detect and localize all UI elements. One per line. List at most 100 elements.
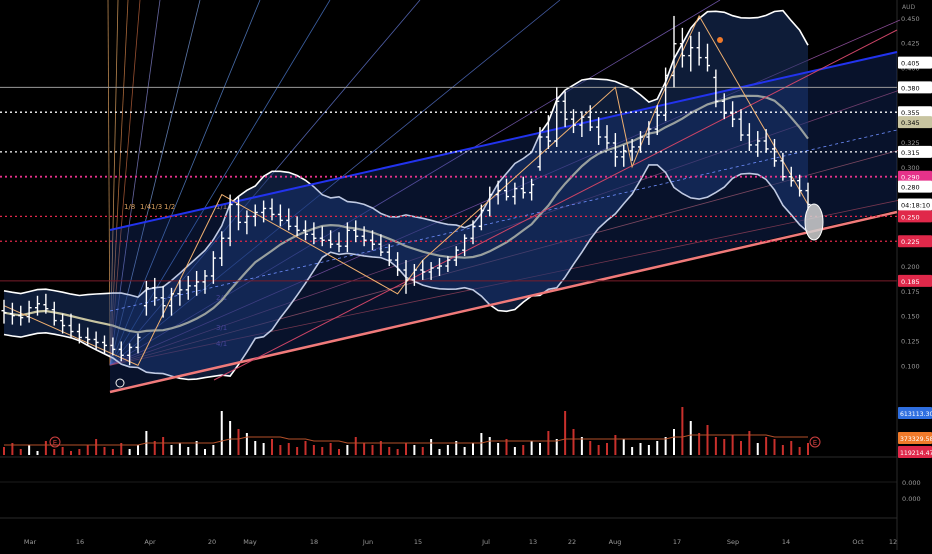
price-tick-label: 0.325	[901, 139, 920, 147]
volume-bar	[354, 437, 357, 455]
price-tick-label: 0.175	[901, 288, 920, 296]
volume-bar	[488, 437, 491, 455]
volume-bar	[70, 451, 72, 455]
bollinger-basis	[3, 94, 809, 334]
price-label-box	[898, 145, 932, 158]
volume-label-box	[898, 407, 932, 419]
volume-bar	[689, 421, 692, 455]
gann-fan-label: 1/2	[164, 203, 175, 211]
low-point-marker	[115, 378, 125, 388]
volume-bar	[798, 447, 801, 455]
price-label-box	[898, 274, 932, 287]
price-label-text: 0.315	[901, 149, 920, 157]
volume-bar	[61, 447, 64, 455]
volume-bar	[254, 441, 257, 455]
price-tick-label: 0.100	[901, 362, 920, 370]
volume-bar	[111, 449, 114, 455]
volume-bar	[262, 443, 265, 455]
gann-fan-label: 1/8	[124, 203, 135, 211]
volume-bar	[790, 441, 793, 455]
volume-bar	[388, 447, 391, 455]
volume-bar	[28, 445, 31, 455]
volume-bar	[731, 435, 734, 455]
price-label-box	[898, 106, 932, 119]
price-label-text: 0.405	[901, 60, 920, 68]
price-tick-label: 0.125	[901, 337, 920, 345]
volume-bar	[714, 437, 717, 455]
volume-bar	[723, 439, 726, 455]
volume-bar	[698, 433, 701, 455]
price-tick-label: 0.300	[901, 164, 920, 172]
volume-bar	[564, 411, 567, 455]
volume-bar	[170, 445, 173, 455]
volume-bar	[664, 437, 667, 455]
price-axis-layer: AUD0.4500.4250.4000.3800.3550.3450.3250.…	[898, 4, 932, 503]
time-tick-label: 13	[529, 538, 537, 546]
volume-bar	[287, 443, 290, 455]
volume-label-box	[898, 432, 932, 444]
volume-bar	[19, 449, 22, 455]
volume-bar	[103, 447, 106, 455]
time-tick-label: 18	[310, 538, 318, 546]
volume-bar	[647, 445, 650, 455]
horizontal-levels-layer	[0, 86, 897, 282]
volume-bar	[153, 441, 156, 455]
volume-bar	[656, 441, 659, 455]
time-tick-label: 22	[568, 538, 576, 546]
volume-bar	[430, 439, 433, 455]
gann-fan-label: 1/1	[216, 203, 227, 211]
volume-bar	[522, 445, 525, 455]
volume-bar	[505, 439, 508, 455]
volume-label-text: 613113.300	[900, 411, 932, 418]
price-tick-label: 0.200	[901, 263, 920, 271]
channel-fill	[110, 52, 897, 392]
volume-bar	[137, 445, 139, 455]
price-label-box	[898, 81, 932, 94]
volume-bar	[120, 443, 123, 455]
oscillator-tick-label: 0.000	[902, 479, 921, 487]
volume-bar	[639, 443, 642, 455]
price-channel-layer	[109, 29, 898, 394]
volume-bar	[338, 449, 340, 455]
time-tick-label: Apr	[144, 538, 156, 546]
volume-bar	[212, 445, 215, 455]
volume-bar	[614, 435, 617, 455]
price-label-box	[898, 235, 932, 248]
time-tick-label: Aug	[609, 538, 622, 546]
volume-bar	[622, 439, 625, 455]
volume-bar	[229, 421, 232, 455]
volume-bar	[396, 449, 399, 455]
volume-bar	[597, 445, 600, 455]
price-label-box	[898, 170, 932, 183]
volume-bar	[606, 443, 608, 455]
price-label-text: 0.185	[901, 278, 920, 286]
price-label-text: 04:18:10	[901, 201, 930, 209]
marker-layer	[115, 37, 824, 388]
volume-bar	[271, 439, 273, 455]
oscillator-tick-label: 0.000	[902, 495, 921, 503]
volume-bar	[36, 451, 39, 455]
volume-bar	[547, 431, 550, 455]
time-tick-label: 17	[673, 538, 681, 546]
volume-bar	[589, 441, 592, 455]
volume-bar	[371, 445, 374, 455]
volume-ma-line	[4, 434, 808, 446]
volume-bar	[379, 441, 382, 455]
volume-bar	[773, 439, 776, 455]
time-tick-label: 15	[414, 538, 422, 546]
volume-bar	[3, 447, 5, 455]
price-label-text: 0.345	[901, 119, 920, 127]
candles-layer	[1, 15, 811, 366]
price-tick-label: 0.425	[901, 40, 920, 48]
price-label-box	[898, 198, 932, 211]
time-axis-layer: Mar 16 Apr 20 May 18 Jun 15 Jul 13 22 Aug 17 Sep 14 Oct…	[24, 538, 897, 546]
currency-label: AUD	[902, 4, 915, 11]
volume-bar	[363, 443, 366, 455]
volume-bar	[279, 445, 282, 455]
volume-bar	[162, 437, 165, 455]
volume-bar	[405, 443, 407, 455]
volume-bar	[312, 445, 315, 455]
volume-bar	[237, 429, 240, 455]
